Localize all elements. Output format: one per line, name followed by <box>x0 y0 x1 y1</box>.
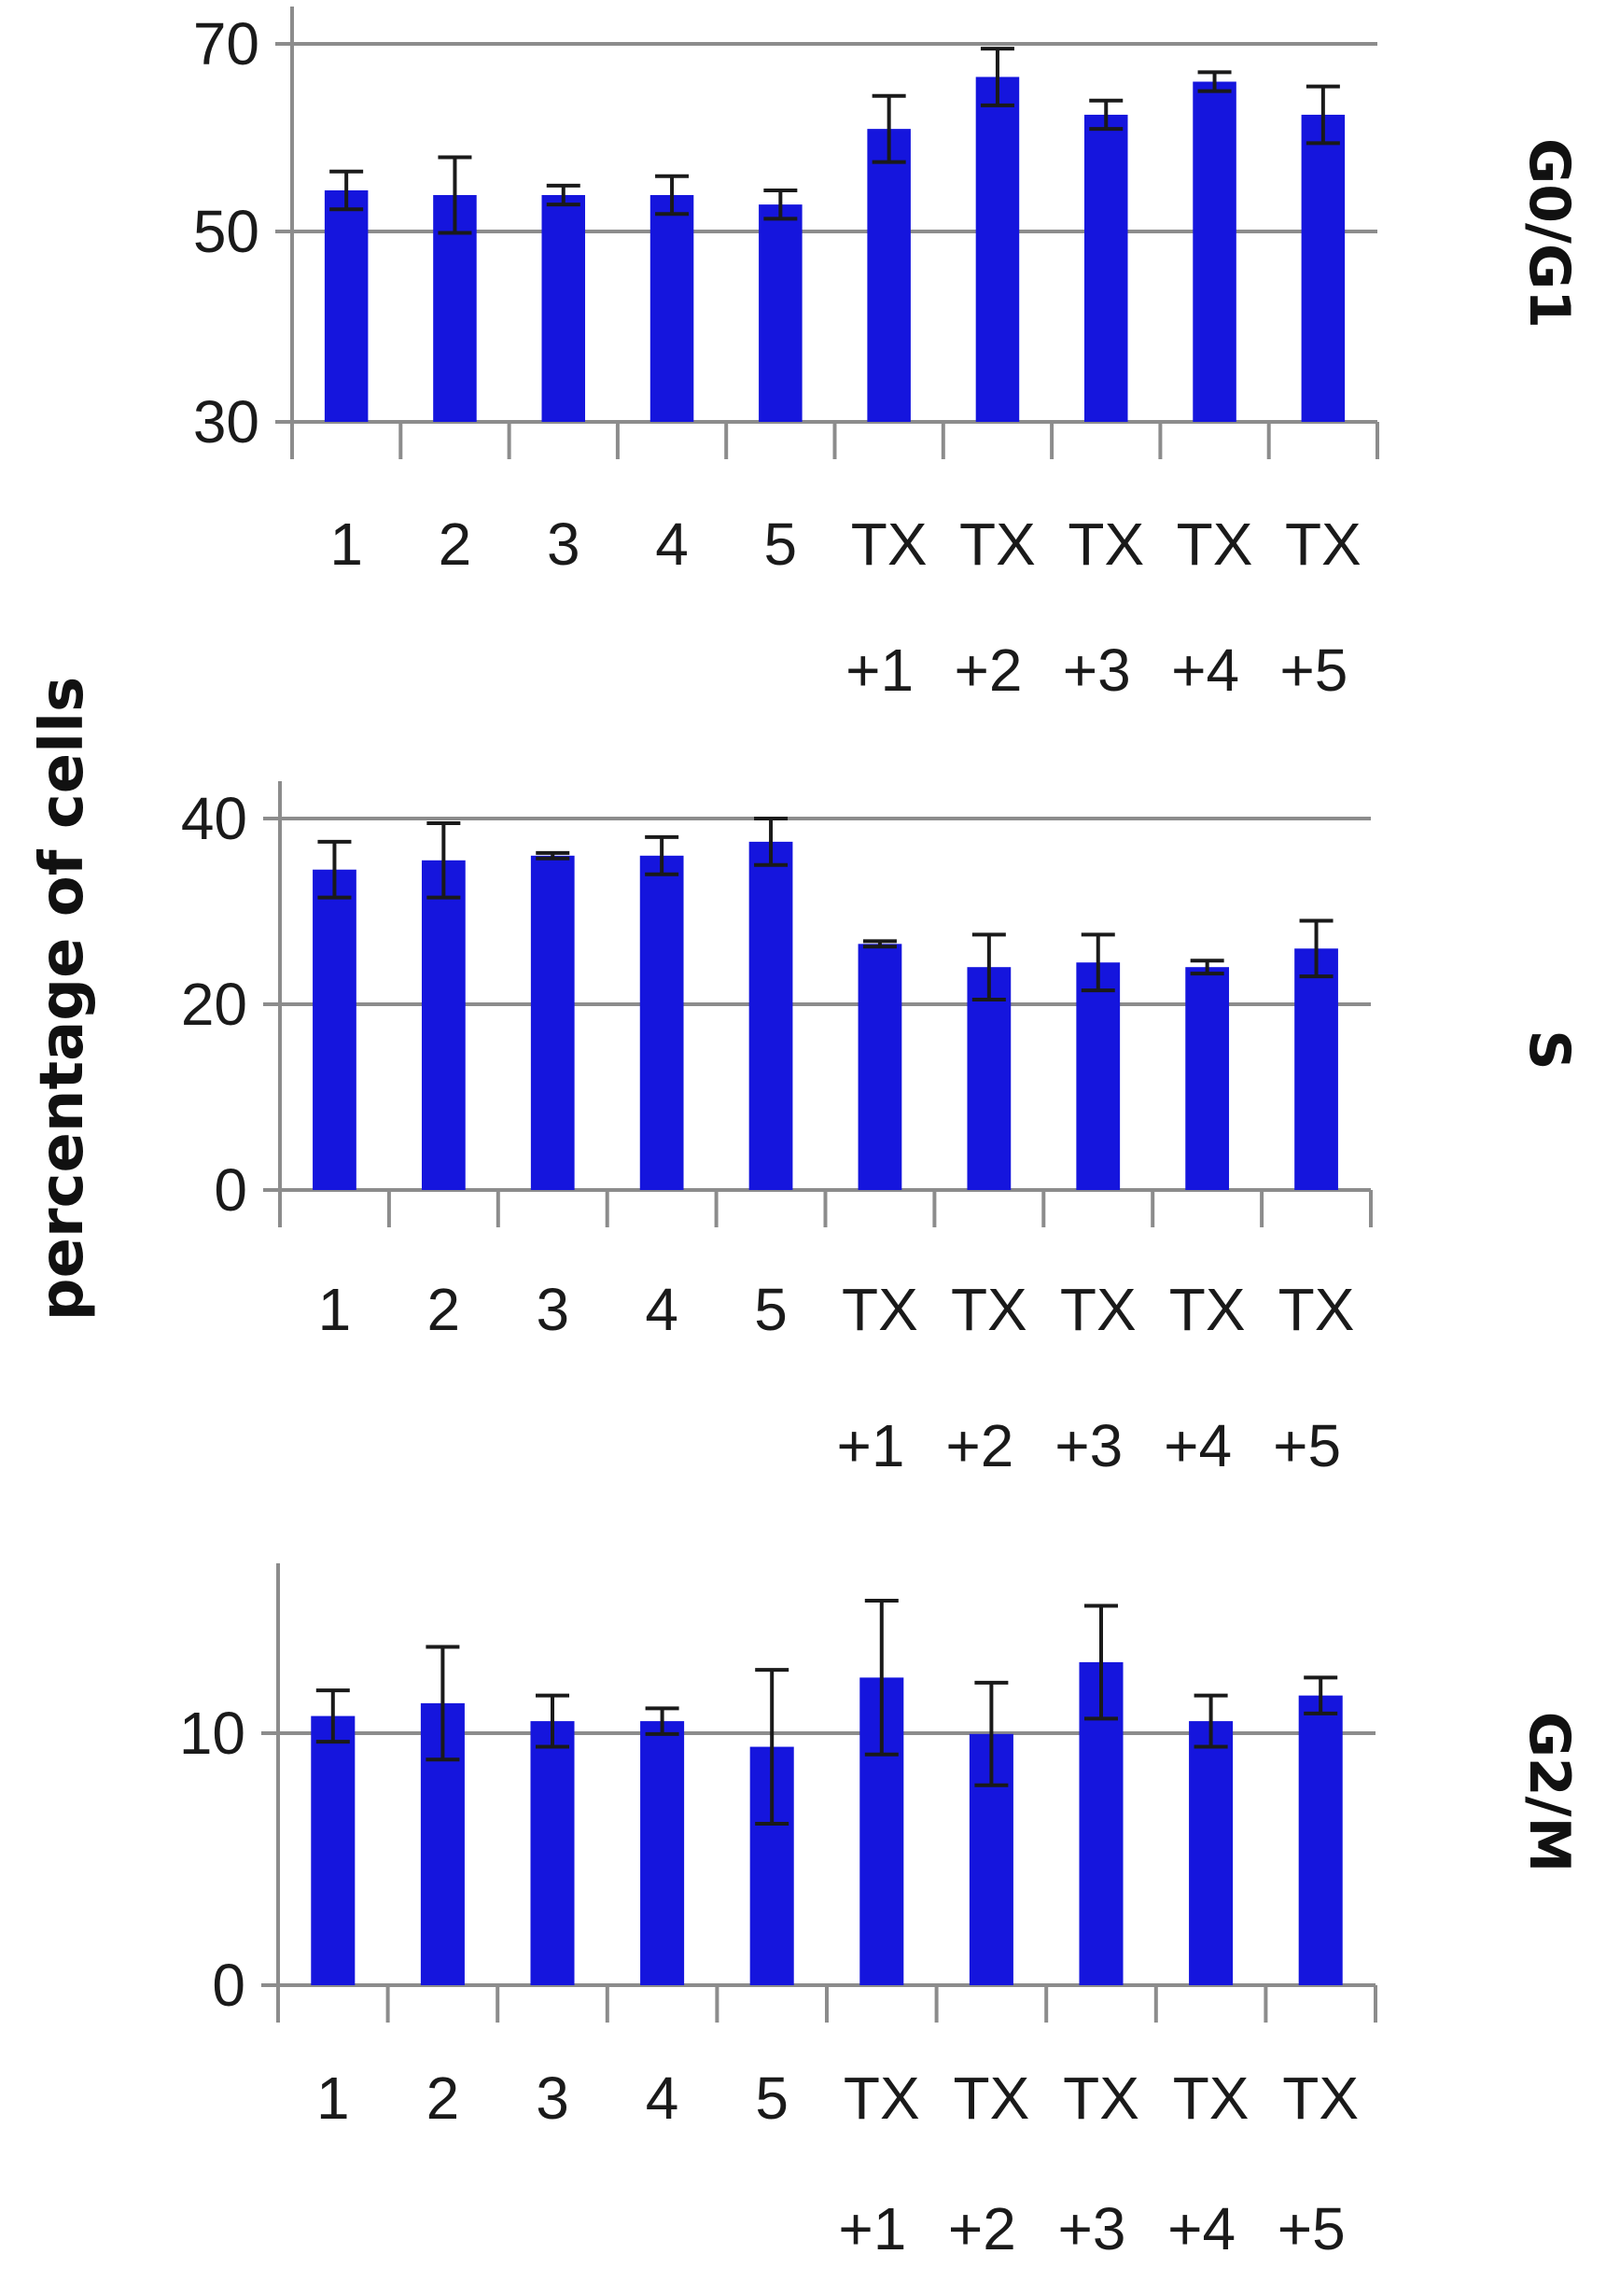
x-tick-label-line2: +2 <box>948 2195 1016 2262</box>
bar <box>311 1715 356 1985</box>
x-tick-label-line2: +4 <box>1164 1412 1232 1479</box>
bar <box>967 967 1012 1190</box>
x-tick-label: 1 <box>318 1276 352 1343</box>
x-tick-label: 1 <box>329 511 363 578</box>
bar <box>759 204 803 422</box>
bar <box>1189 1721 1234 1985</box>
bar <box>640 1721 685 1985</box>
x-tick-label: 5 <box>755 2065 789 2132</box>
y-tick-label: 30 <box>193 388 259 455</box>
bar <box>649 195 694 422</box>
x-tick-label: 2 <box>426 2065 460 2132</box>
bar <box>1301 114 1346 422</box>
bar <box>421 860 466 1190</box>
x-tick-label-line2: +2 <box>954 637 1022 704</box>
bar <box>748 841 793 1190</box>
x-tick-label-line2: +1 <box>838 2195 906 2262</box>
y-tick-label: 20 <box>181 971 247 1038</box>
x-tick-label-line2: +2 <box>945 1412 1013 1479</box>
x-tick-label-line2: +3 <box>1054 1412 1123 1479</box>
x-tick-label: 4 <box>655 511 689 578</box>
y-tick-label: 40 <box>181 785 247 852</box>
x-tick-label: 4 <box>645 1276 678 1343</box>
x-tick-label: TX <box>851 511 928 578</box>
x-tick-label: 3 <box>536 2065 569 2132</box>
panel-s: 0 20 40 1 2 3 4 5 TX +1 TX +2 TX +3 TX +4 TX +5 S <box>181 781 1582 1479</box>
x-tick-label: TX <box>1068 511 1144 578</box>
bar <box>530 855 575 1190</box>
bar <box>975 77 1020 422</box>
x-tick-label-line2: +1 <box>845 637 914 704</box>
x-tick-label-line2: +3 <box>1058 2195 1126 2262</box>
x-tick-label: TX <box>959 511 1036 578</box>
panel-g2-m: 0 10 1 2 3 4 5 TX +1 TX +2 TX +3 TX +4 TX +5 G2/M <box>179 1563 1582 2262</box>
bar <box>1298 1695 1343 1985</box>
panel-label: G2/M <box>1516 1712 1582 1873</box>
y-axis-label: percentage of cells <box>28 677 97 1321</box>
bar <box>313 869 356 1190</box>
x-tick-label-line2: +5 <box>1273 1412 1341 1479</box>
bar <box>858 944 902 1190</box>
y-tick-label: 10 <box>179 1700 245 1767</box>
x-tick-label: TX <box>1060 1276 1137 1343</box>
x-tick-label: TX <box>951 1276 1027 1343</box>
x-tick-label: TX <box>1282 2065 1359 2132</box>
x-tick-label-line2: +5 <box>1278 2195 1346 2262</box>
x-tick-label: 3 <box>536 1276 569 1343</box>
x-tick-label: TX <box>1285 511 1362 578</box>
panel-label: S <box>1516 1029 1582 1070</box>
bar <box>639 855 684 1190</box>
x-tick-label-line2: +5 <box>1279 637 1348 704</box>
bar <box>867 129 911 422</box>
bar <box>1185 967 1230 1190</box>
x-tick-label-line2: +4 <box>1167 2195 1236 2262</box>
x-tick-label-line2: +1 <box>836 1412 904 1479</box>
y-tick-label: 0 <box>214 1156 247 1224</box>
bar <box>541 195 586 422</box>
x-tick-label: TX <box>842 1276 918 1343</box>
bar <box>1083 114 1128 422</box>
bar <box>1193 81 1236 422</box>
bar <box>324 189 369 422</box>
x-tick-label: 2 <box>439 511 472 578</box>
x-tick-label: TX <box>1173 2065 1250 2132</box>
x-tick-label: 5 <box>764 511 798 578</box>
x-tick-label-line2: +3 <box>1063 637 1131 704</box>
x-tick-label: TX <box>844 2065 920 2132</box>
x-tick-label: 4 <box>646 2065 679 2132</box>
x-tick-label-line2: +4 <box>1171 637 1239 704</box>
bar <box>530 1721 575 1985</box>
x-tick-label: 3 <box>547 511 580 578</box>
y-tick-label: 70 <box>193 10 259 77</box>
x-tick-label: TX <box>1169 1276 1246 1343</box>
x-tick-label: TX <box>1063 2065 1139 2132</box>
y-tick-label: 0 <box>212 1952 245 2019</box>
bar <box>1076 962 1121 1190</box>
y-tick-label: 50 <box>193 198 259 265</box>
x-tick-label: 5 <box>754 1276 788 1343</box>
x-tick-label: 2 <box>427 1276 461 1343</box>
bar <box>1294 948 1338 1190</box>
panel-label: G0/G1 <box>1516 138 1582 329</box>
panel-g0-g1: 30 50 70 1 2 3 4 5 TX +1 TX +2 TX +3 TX +4 TX +5 G0/G1 <box>193 7 1582 704</box>
x-tick-label: TX <box>954 2065 1030 2132</box>
x-tick-label: TX <box>1177 511 1253 578</box>
x-tick-label: TX <box>1278 1276 1355 1343</box>
x-tick-label: 1 <box>316 2065 350 2132</box>
